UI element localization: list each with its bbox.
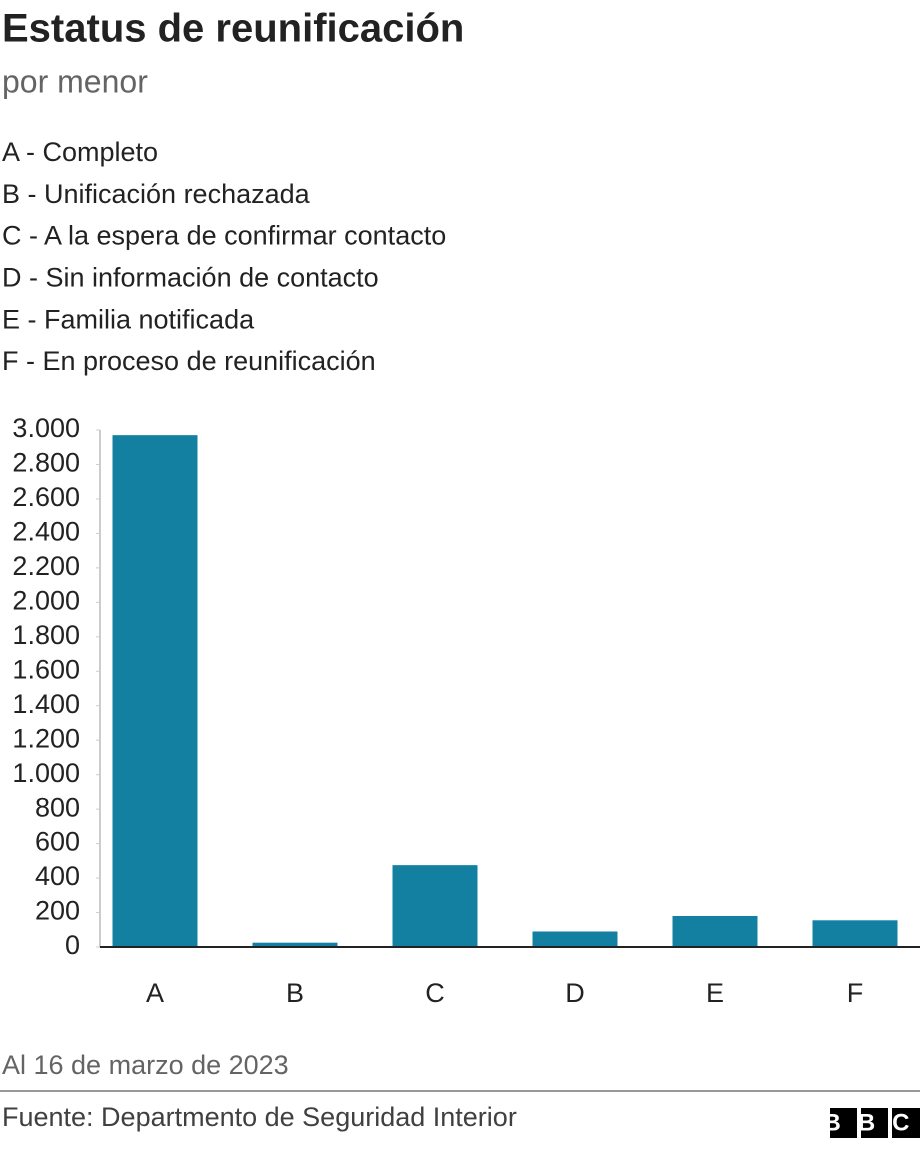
y-tick-label: 1.600 bbox=[12, 654, 80, 684]
legend-note: F - En proceso de reunificación bbox=[2, 346, 376, 376]
bar bbox=[673, 916, 758, 947]
bar bbox=[813, 920, 898, 947]
legend-note: A - Completo bbox=[2, 137, 158, 167]
x-tick-label: E bbox=[706, 978, 724, 1008]
chart-title: Estatus de reunificación bbox=[2, 7, 464, 51]
logo-text: BBC bbox=[824, 1109, 920, 1136]
source: Fuente: Departmento de Seguridad Interio… bbox=[2, 1102, 517, 1132]
x-tick-label: B bbox=[286, 978, 304, 1008]
legend-note: C - A la espera de confirmar contacto bbox=[2, 221, 446, 251]
legend-note: E - Familia notificada bbox=[2, 304, 255, 334]
x-tick-label: A bbox=[146, 978, 164, 1008]
y-tick-label: 3.000 bbox=[12, 413, 80, 443]
x-tick-label: D bbox=[565, 978, 585, 1008]
x-tick-label: C bbox=[425, 978, 445, 1008]
logo: BBC bbox=[824, 1108, 920, 1138]
y-tick-label: 0 bbox=[65, 930, 80, 960]
y-tick-label: 1.000 bbox=[12, 758, 80, 788]
y-tick-label: 2.000 bbox=[12, 585, 80, 615]
x-tick-label: F bbox=[847, 978, 864, 1008]
y-tick-label: 2.200 bbox=[12, 551, 80, 581]
y-tick-label: 2.800 bbox=[12, 448, 80, 478]
legend-note: D - Sin información de contacto bbox=[2, 263, 379, 293]
y-tick-label: 800 bbox=[35, 792, 80, 822]
y-tick-label: 1.200 bbox=[12, 723, 80, 753]
bar bbox=[393, 865, 478, 947]
y-tick-label: 1.800 bbox=[12, 620, 80, 650]
y-tick-label: 200 bbox=[35, 896, 80, 926]
y-tick-label: 2.600 bbox=[12, 482, 80, 512]
y-tick-label: 1.400 bbox=[12, 689, 80, 719]
note: Al 16 de marzo de 2023 bbox=[2, 1050, 289, 1080]
legend-note: B - Unificación rechazada bbox=[2, 179, 311, 209]
y-tick-label: 2.400 bbox=[12, 517, 80, 547]
bar bbox=[113, 435, 198, 947]
bar bbox=[533, 931, 618, 947]
y-tick-label: 400 bbox=[35, 861, 80, 891]
y-tick-label: 600 bbox=[35, 827, 80, 857]
chart-subtitle: por menor bbox=[2, 63, 148, 99]
